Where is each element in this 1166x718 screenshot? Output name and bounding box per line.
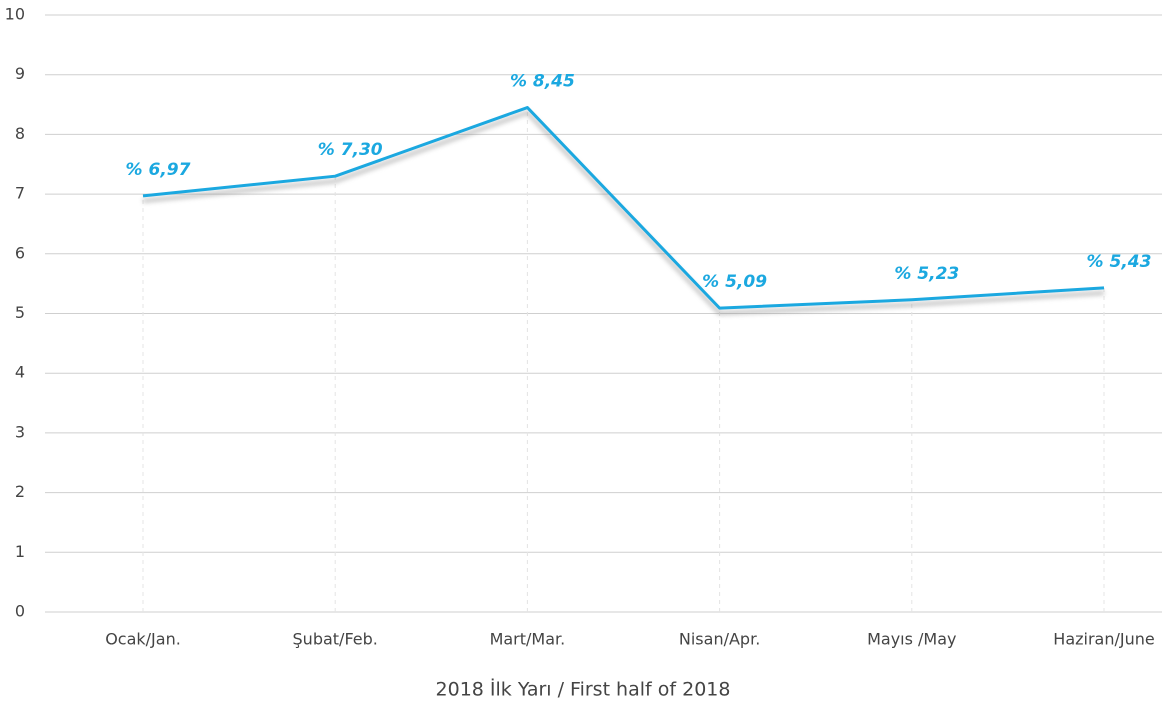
value-label: % 6,97 bbox=[126, 160, 191, 180]
y-tick-label: 9 bbox=[15, 64, 25, 83]
y-tick-label: 5 bbox=[15, 303, 25, 322]
x-tick-label: Ocak/Jan. bbox=[105, 630, 181, 649]
y-tick-label: 0 bbox=[15, 602, 25, 621]
y-tick-label: 3 bbox=[15, 422, 25, 441]
line-shadow bbox=[142, 110, 1105, 316]
y-tick-label: 7 bbox=[15, 184, 25, 203]
value-label: % 8,45 bbox=[510, 72, 575, 92]
value-label: % 5,09 bbox=[702, 272, 767, 292]
y-tick-label: 2 bbox=[15, 482, 25, 501]
x-tick-label: Şubat/Feb. bbox=[293, 630, 378, 649]
value-label: % 5,43 bbox=[1087, 252, 1152, 272]
x-tick-label: Haziran/June bbox=[1053, 630, 1154, 649]
x-tick-label: Mayıs /May bbox=[867, 630, 956, 649]
x-tick-label: Mart/Mar. bbox=[490, 630, 566, 649]
x-tick-label: Nisan/Apr. bbox=[679, 630, 760, 649]
y-tick-label: 6 bbox=[15, 243, 25, 262]
x-axis-title: 2018 İlk Yarı / First half of 2018 bbox=[436, 678, 731, 701]
y-tick-label: 8 bbox=[15, 124, 25, 143]
y-tick-label: 1 bbox=[15, 542, 25, 561]
value-label: % 5,23 bbox=[894, 264, 959, 284]
y-tick-label: 4 bbox=[15, 363, 25, 382]
y-tick-label: 10 bbox=[5, 5, 25, 24]
line bbox=[142, 106, 1105, 310]
value-label: % 7,30 bbox=[318, 140, 383, 160]
